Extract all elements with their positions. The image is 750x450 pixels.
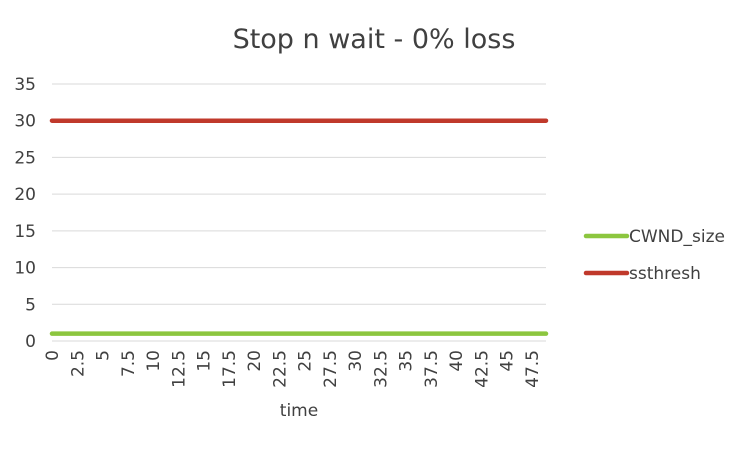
chart-title: Stop n wait - 0% loss (233, 24, 516, 55)
x-tick-label: 25 (296, 350, 316, 372)
legend-label: CWND_size (629, 227, 725, 247)
x-tick-label: 37.5 (422, 350, 442, 388)
x-tick-label: 20 (245, 350, 265, 372)
y-tick-label: 5 (25, 295, 36, 315)
x-tick-label: 2.5 (68, 350, 88, 377)
x-axis-label: time (280, 401, 318, 421)
x-tick-label: 30 (346, 350, 366, 372)
x-tick-label: 32.5 (371, 350, 391, 388)
y-tick-label: 10 (14, 259, 36, 279)
y-tick-label: 0 (25, 332, 36, 352)
legend-label: ssthresh (629, 264, 701, 284)
y-tick-label: 15 (14, 222, 36, 242)
x-tick-label: 10 (144, 350, 164, 372)
x-tick-label: 42.5 (472, 350, 492, 388)
x-tick-label: 27.5 (321, 350, 341, 388)
x-tick-label: 17.5 (220, 350, 240, 388)
y-tick-label: 25 (14, 148, 36, 168)
legend: CWND_size ssthresh (583, 227, 725, 284)
x-tick-label: 5 (94, 350, 114, 361)
y-tick-label: 20 (14, 185, 36, 205)
x-tick-label: 22.5 (270, 350, 290, 388)
x-tick-label: 35 (397, 350, 417, 372)
x-tick-label: 7.5 (119, 350, 139, 377)
x-tick-label: 47.5 (523, 350, 543, 388)
series-lines (49, 118, 549, 336)
x-tick-label: 45 (498, 350, 518, 372)
x-tick-labels: 0 2.5 5 7.5 10 12.5 15 17.5 20 22.5 25 27.5 30 32.5 35… (43, 350, 543, 388)
x-tick-label: 40 (447, 350, 467, 372)
x-tick-label: 15 (195, 350, 215, 372)
x-tick-label: 0 (43, 350, 63, 361)
x-tick-label: 12.5 (169, 350, 189, 388)
y-tick-label: 35 (14, 75, 36, 95)
y-tick-label: 30 (14, 112, 36, 132)
y-tick-labels: 0 5 10 15 20 25 30 35 (14, 75, 36, 352)
